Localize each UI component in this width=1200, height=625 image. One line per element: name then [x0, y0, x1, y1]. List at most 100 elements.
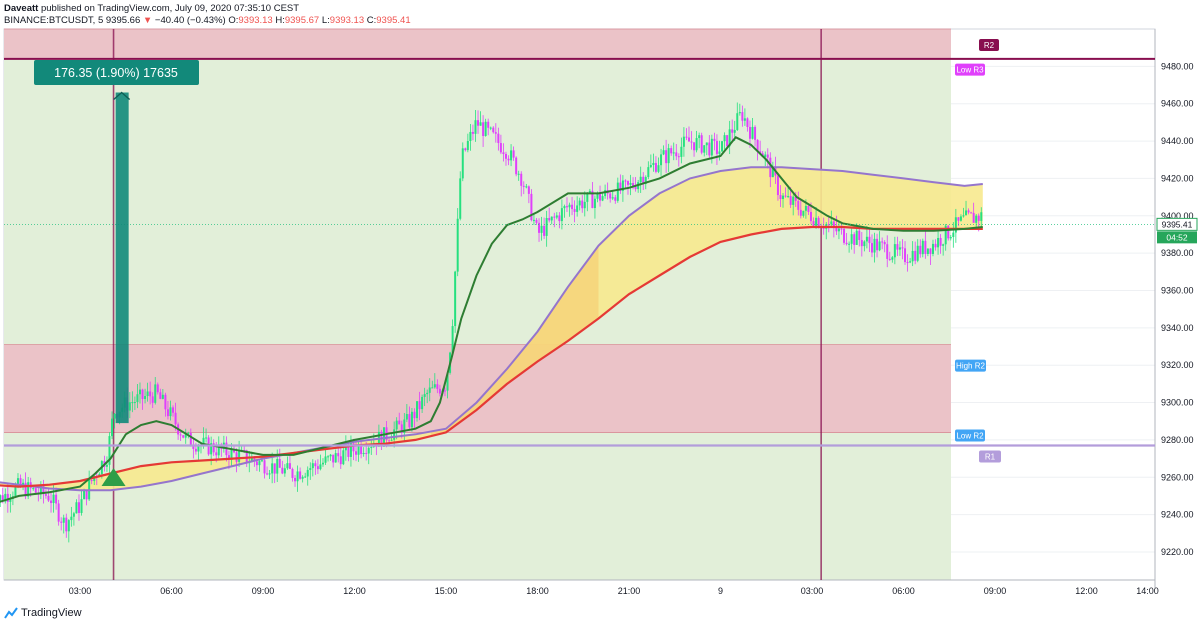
- candle-body: [339, 456, 342, 465]
- candle-body: [304, 476, 307, 478]
- candle-body: [799, 209, 802, 216]
- ma-cloud-fill: [0, 167, 983, 491]
- candle-body: [451, 326, 454, 353]
- candle-body: [390, 439, 393, 441]
- candle-body: [911, 250, 914, 262]
- candle-body: [914, 250, 917, 261]
- candle-body: [797, 200, 800, 210]
- candle-body: [454, 271, 457, 327]
- candle-body: [596, 192, 599, 199]
- candle-body: [321, 462, 324, 465]
- candle-body: [433, 384, 436, 388]
- candle-body: [578, 200, 581, 206]
- candle-body: [766, 154, 769, 158]
- candle-body: [865, 236, 868, 242]
- candle-body: [883, 242, 886, 245]
- candle-body: [327, 456, 330, 458]
- candle-body: [288, 463, 291, 469]
- candle-body: [85, 490, 88, 500]
- candle-body: [314, 463, 317, 467]
- candle-body: [947, 225, 950, 239]
- candle-body: [723, 135, 726, 142]
- candle-body: [215, 452, 218, 456]
- publish-line: Daveatt published on TradingView.com, Ju…: [4, 3, 299, 14]
- candle-body: [517, 173, 520, 175]
- candle-body: [276, 458, 279, 474]
- candle-body: [194, 448, 197, 452]
- candle-body: [771, 166, 774, 178]
- resistance-zone: [4, 29, 951, 59]
- low-value: 9393.13: [329, 15, 365, 26]
- candle-body: [599, 192, 602, 201]
- resistance-zone: [4, 344, 951, 433]
- y-tick-label: 9240.00: [1161, 510, 1194, 520]
- candle-body: [634, 186, 637, 190]
- candle-body: [393, 429, 396, 440]
- candle-body: [614, 197, 617, 201]
- candle-body: [586, 192, 589, 202]
- measure-label: 176.35 (1.90%) 17635: [54, 66, 178, 80]
- y-tick-label: 9420.00: [1161, 173, 1194, 183]
- candle-body: [807, 205, 810, 212]
- x-tick-label: 15:00: [435, 586, 458, 596]
- fast-ma-line: [0, 136, 983, 503]
- candle-body: [464, 148, 467, 151]
- candle-body: [337, 453, 340, 457]
- x-tick-label: 09:00: [984, 586, 1007, 596]
- candle-body: [0, 495, 2, 502]
- candle-body: [34, 488, 37, 493]
- candle-body: [294, 477, 297, 482]
- candle-body: [924, 240, 927, 254]
- candle-body: [545, 218, 548, 236]
- candle-body: [522, 185, 525, 187]
- candle-body: [736, 113, 739, 130]
- candle-body: [9, 498, 12, 502]
- y-tick-label: 9260.00: [1161, 472, 1194, 482]
- candle-body: [626, 181, 629, 185]
- candle-body: [235, 452, 238, 462]
- candle-body: [502, 152, 505, 154]
- price-change: −40.40 (−0.43%): [154, 15, 226, 26]
- candle-body: [708, 142, 711, 156]
- candle-body: [700, 135, 703, 153]
- candle-body: [560, 208, 563, 222]
- candle-body: [484, 121, 487, 137]
- candle-body: [466, 140, 469, 151]
- candle-body: [164, 394, 167, 410]
- x-tick-label: 09:00: [252, 586, 275, 596]
- candle-body: [746, 118, 749, 127]
- candle-body: [169, 407, 172, 417]
- candle-body: [182, 435, 185, 438]
- candle-body: [266, 473, 269, 475]
- candle-body: [174, 412, 177, 425]
- y-tick-label: 9280.00: [1161, 435, 1194, 445]
- candle-body: [715, 140, 718, 154]
- candle-body: [667, 148, 670, 164]
- candle-body: [959, 216, 962, 221]
- candle-body: [77, 502, 80, 513]
- publisher-name[interactable]: Daveatt: [4, 3, 39, 14]
- tradingview-brand[interactable]: TradingView: [4, 607, 82, 619]
- candle-body: [436, 384, 439, 389]
- candle-body: [507, 158, 510, 161]
- candle-body: [131, 402, 134, 404]
- x-tick-label: 06:00: [160, 586, 183, 596]
- candle-body: [316, 466, 319, 470]
- candle-body: [446, 372, 449, 391]
- candle-body: [362, 452, 365, 455]
- candle-body: [975, 215, 978, 223]
- candle-body: [352, 443, 355, 452]
- candle-body: [253, 457, 256, 462]
- candle-body: [14, 485, 17, 497]
- candle-body: [787, 196, 790, 198]
- candle-body: [370, 446, 373, 448]
- candle-body: [809, 211, 812, 222]
- candle-body: [565, 206, 568, 208]
- candle-body: [619, 182, 622, 191]
- candle-body: [319, 464, 322, 470]
- candle-body: [898, 247, 901, 250]
- candle-body: [710, 138, 713, 156]
- candle-body: [782, 195, 785, 200]
- candle-body: [479, 122, 482, 126]
